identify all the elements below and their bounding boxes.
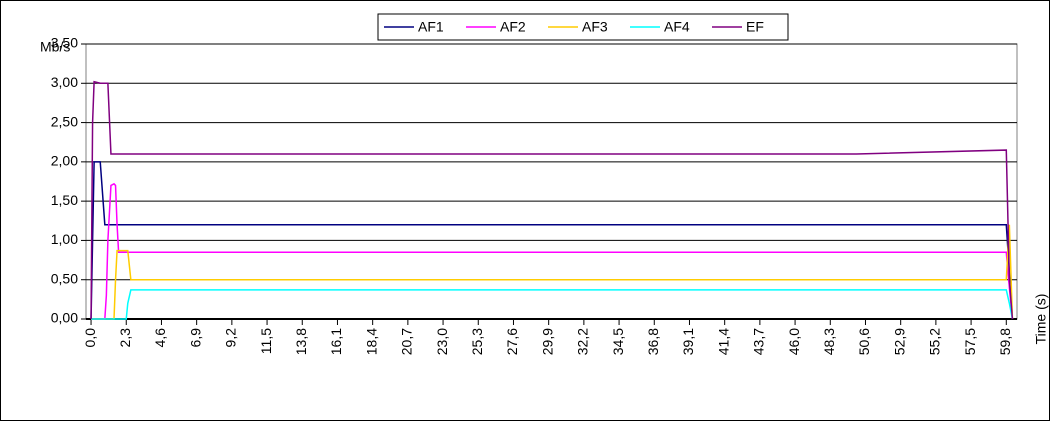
y-tick-label: 1,00 bbox=[51, 231, 78, 247]
y-tick-label: 0,50 bbox=[51, 270, 78, 286]
x-tick-label: 52,9 bbox=[891, 328, 907, 355]
series-line bbox=[90, 80, 1014, 320]
x-tick-label: 50,6 bbox=[856, 328, 872, 355]
x-tick-label: 23,0 bbox=[434, 328, 450, 355]
y-tick-label: 1,50 bbox=[51, 192, 78, 208]
x-tick-label: 16,1 bbox=[328, 328, 344, 355]
x-tick-label: 36,8 bbox=[645, 328, 661, 355]
x-tick-label: 55,2 bbox=[927, 328, 943, 355]
x-tick-label: 34,5 bbox=[610, 328, 626, 355]
x-tick-label: 13,8 bbox=[293, 328, 309, 355]
x-tick-label: 6,9 bbox=[187, 328, 203, 348]
x-tick-label: 20,7 bbox=[399, 328, 415, 355]
y-tick-label: 2,00 bbox=[51, 153, 78, 169]
x-tick-label: 27,6 bbox=[504, 328, 520, 355]
x-tick-label: 57,5 bbox=[962, 328, 978, 355]
legend-label: EF bbox=[746, 19, 764, 35]
x-tick-label: 4,6 bbox=[152, 328, 168, 348]
x-tick-label: 18,4 bbox=[363, 328, 379, 355]
x-axis-label: Time (s) bbox=[1033, 294, 1049, 345]
x-tick-label: 0,0 bbox=[82, 328, 98, 348]
y-tick-label: 3,00 bbox=[51, 74, 78, 90]
x-tick-label: 29,9 bbox=[539, 328, 555, 355]
y-axis-label: Mb/s bbox=[40, 39, 70, 55]
x-tick-label: 46,0 bbox=[786, 328, 802, 355]
y-tick-label: 3,50 bbox=[51, 35, 78, 51]
legend-label: AF2 bbox=[500, 19, 526, 35]
y-tick-label: 2,50 bbox=[51, 113, 78, 129]
x-tick-label: 59,8 bbox=[997, 328, 1013, 355]
series-line bbox=[90, 161, 1014, 320]
x-tick-label: 39,1 bbox=[680, 328, 696, 355]
x-tick-label: 41,4 bbox=[715, 328, 731, 355]
x-tick-label: 43,7 bbox=[751, 328, 767, 355]
legend-label: AF4 bbox=[664, 19, 690, 35]
x-tick-label: 48,3 bbox=[821, 328, 837, 355]
x-tick-label: 9,2 bbox=[223, 328, 239, 348]
x-tick-label: 25,3 bbox=[469, 328, 485, 355]
legend-label: AF3 bbox=[582, 19, 608, 35]
plot-area bbox=[85, 43, 1018, 320]
x-tick-label: 2,3 bbox=[117, 328, 133, 348]
y-tick-label: 0,00 bbox=[51, 310, 78, 326]
x-tick-label: 11,5 bbox=[258, 328, 274, 354]
x-tick-label: 32,2 bbox=[575, 328, 591, 355]
series-line bbox=[91, 289, 1014, 320]
legend-label: AF1 bbox=[418, 19, 444, 35]
